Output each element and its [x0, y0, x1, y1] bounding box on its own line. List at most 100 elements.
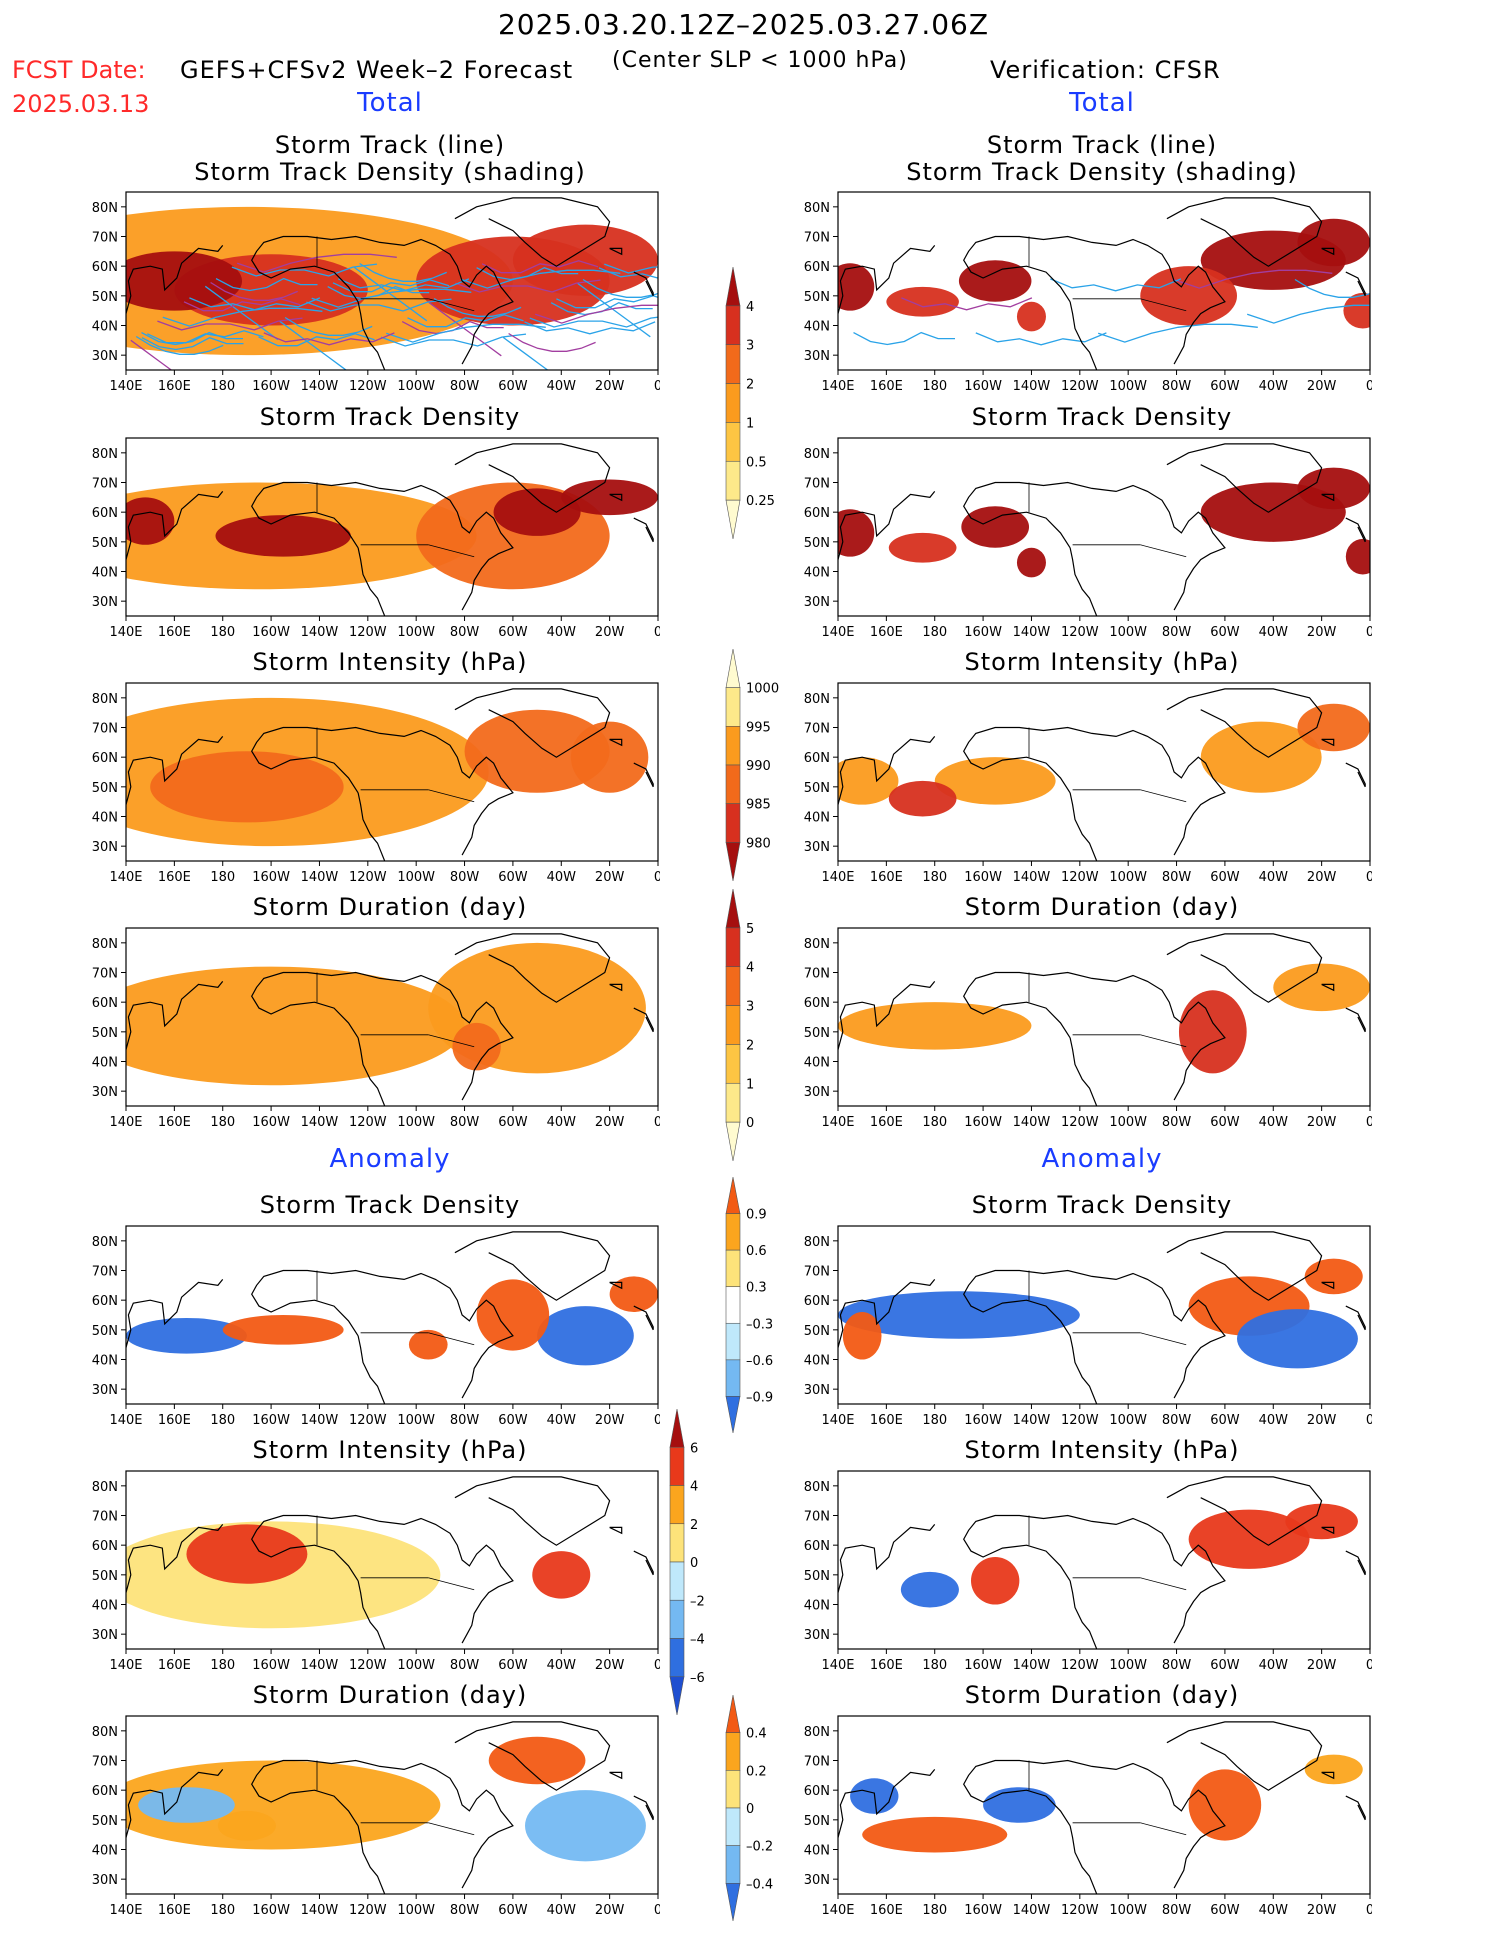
coastline-2: [1166, 197, 1323, 267]
y-tick-label: 40N: [92, 320, 118, 335]
colorbar-swatch-1: [725, 687, 741, 727]
colorbar-swatch-6: [725, 1396, 741, 1434]
storm-track-line-1: [1097, 323, 1258, 343]
x-tick-label: 40W: [1259, 1413, 1289, 1428]
y-tick-label: 40N: [804, 320, 830, 335]
coastline-1: [963, 1759, 1226, 1889]
coastline-0: [1069, 1580, 1098, 1649]
storm-track-line-3: [204, 285, 279, 341]
x-tick-label: 60W: [498, 1115, 528, 1130]
y-tick-label: 30N: [92, 840, 118, 855]
y-tick-label: 60N: [804, 751, 830, 766]
colorbar-label: 0: [690, 1556, 698, 1571]
data-cell-1: [1178, 990, 1247, 1074]
x-tick-label: 140E: [821, 1115, 854, 1130]
colorbar-anom-density: 0.9 0.6 0.3 –0.3 –0.6 –0.9: [716, 1172, 786, 1442]
x-tick-label: 120W: [1061, 1658, 1099, 1673]
storm-track-line-43: [338, 278, 470, 292]
coastline-3: [1321, 983, 1335, 992]
x-tick-label: 160E: [870, 1115, 903, 1130]
x-tick-label: 160W: [252, 1115, 290, 1130]
x-tick-label: 160W: [964, 625, 1002, 640]
y-tick-label: 60N: [804, 1539, 830, 1554]
y-tick-label: 30N: [92, 1085, 118, 1100]
y-tick-label: 80N: [92, 1235, 118, 1250]
storm-track-line-29: [162, 307, 323, 327]
map-frame: [125, 682, 659, 862]
section-anomaly-left: Anomaly: [329, 1144, 451, 1174]
x-tick-label: 80W: [1162, 1903, 1192, 1918]
coastline-3: [609, 247, 623, 256]
data-cell-1: [525, 1790, 646, 1862]
y-tick-label: 30N: [92, 595, 118, 610]
colorbar-swatch-5: [725, 460, 741, 501]
storm-track-line-0: [901, 297, 1033, 311]
data-cell-6: [1343, 292, 1370, 329]
colorbar-label: –6: [690, 1671, 705, 1686]
x-tick-label: 140W: [1013, 1658, 1051, 1673]
colorbar-swatch-3: [725, 1005, 741, 1045]
storm-track-line-40: [263, 332, 395, 346]
x-tick-label: 100W: [397, 870, 435, 885]
map-svg: 140E 160E 180 160W 140W 120W 100W 80W 60W 40W 20W 0…: [92, 1470, 660, 1673]
y-tick-label: 70N: [92, 722, 118, 737]
x-tick-label: 160W: [964, 1115, 1002, 1130]
section-total-right: Total: [1069, 88, 1135, 118]
data-cell-4: [217, 1810, 276, 1841]
storm-track-line-38: [385, 323, 546, 343]
storm-track-line-30: [359, 262, 447, 282]
coastline-3: [609, 738, 623, 747]
x-tick-label: 20W: [1307, 870, 1337, 885]
map-frame: [125, 191, 659, 371]
y-tick-label: 80N: [92, 1725, 118, 1740]
y-tick-label: 30N: [804, 840, 830, 855]
x-tick-label: 120W: [349, 1115, 387, 1130]
x-tick-label: 80W: [1162, 870, 1192, 885]
colorbar-label: –0.2: [746, 1840, 773, 1855]
map-frame: [837, 682, 1371, 862]
x-tick-label: 160E: [158, 1115, 191, 1130]
x-tick-label: 120W: [1061, 1903, 1099, 1918]
colorbar-swatch-7: [669, 1676, 685, 1716]
y-tick-label: 40N: [92, 1844, 118, 1859]
map-svg: 140E 160E 180 160W 140W 120W 100W 80W 60W 40W 20W 0…: [804, 1225, 1372, 1428]
x-tick-label: 160E: [158, 1413, 191, 1428]
y-tick-label: 40N: [92, 1056, 118, 1071]
y-tick-label: 70N: [804, 1755, 830, 1770]
x-tick-label: 140W: [301, 625, 339, 640]
storm-track-line-39: [582, 278, 658, 298]
storm-track-line-5: [853, 331, 955, 346]
colorbar-svg: 5 4 3 2 1 0: [725, 888, 754, 1162]
y-tick-label: 80N: [92, 201, 118, 216]
forecast-model: GEFS+CFSv2 Week–2 Forecast: [180, 56, 574, 84]
storm-track-line-4: [1172, 269, 1333, 289]
panel-verif-anom-density: 140E 160E 180 160W 140W 120W 100W 80W 60W 40W 20W 0…: [712, 1224, 1372, 1459]
colorbar-svg: 1000 995 990 985 980: [725, 648, 779, 882]
y-tick-label: 40N: [92, 1599, 118, 1614]
coastline-4: [633, 1550, 654, 1576]
x-tick-label: 120W: [1061, 870, 1099, 885]
storm-track-line-17: [380, 333, 527, 347]
y-tick-label: 70N: [92, 477, 118, 492]
x-tick-label: 160E: [870, 1413, 903, 1428]
x-tick-label: 160W: [252, 1903, 290, 1918]
storm-track-line-7: [1246, 304, 1370, 324]
x-tick-label: 160E: [870, 379, 903, 394]
colorbar-swatch-2: [725, 726, 741, 766]
x-tick-label: 40W: [547, 1413, 577, 1428]
colorbar-label: 1: [746, 416, 754, 431]
colorbar-swatch-2: [725, 966, 741, 1006]
x-tick-label: 140W: [301, 379, 339, 394]
colorbar-label: 0: [746, 1116, 754, 1131]
colorbar-swatch-3: [725, 764, 741, 804]
colorbar-label: 3: [746, 1000, 754, 1015]
border-1: [428, 1577, 475, 1591]
coastline-2: [1166, 1231, 1323, 1301]
data-cell-3: [958, 260, 1032, 302]
panel-forecast-density: 140E 160E 180 160W 140W 120W 100W 80W 60W 40W 20W 0…: [0, 436, 660, 671]
x-tick-label: 160E: [158, 1658, 191, 1673]
x-tick-label: 0: [1366, 1903, 1372, 1918]
coastline-0: [1069, 1037, 1098, 1106]
x-tick-label: 180: [922, 379, 947, 394]
border-1: [428, 298, 475, 312]
